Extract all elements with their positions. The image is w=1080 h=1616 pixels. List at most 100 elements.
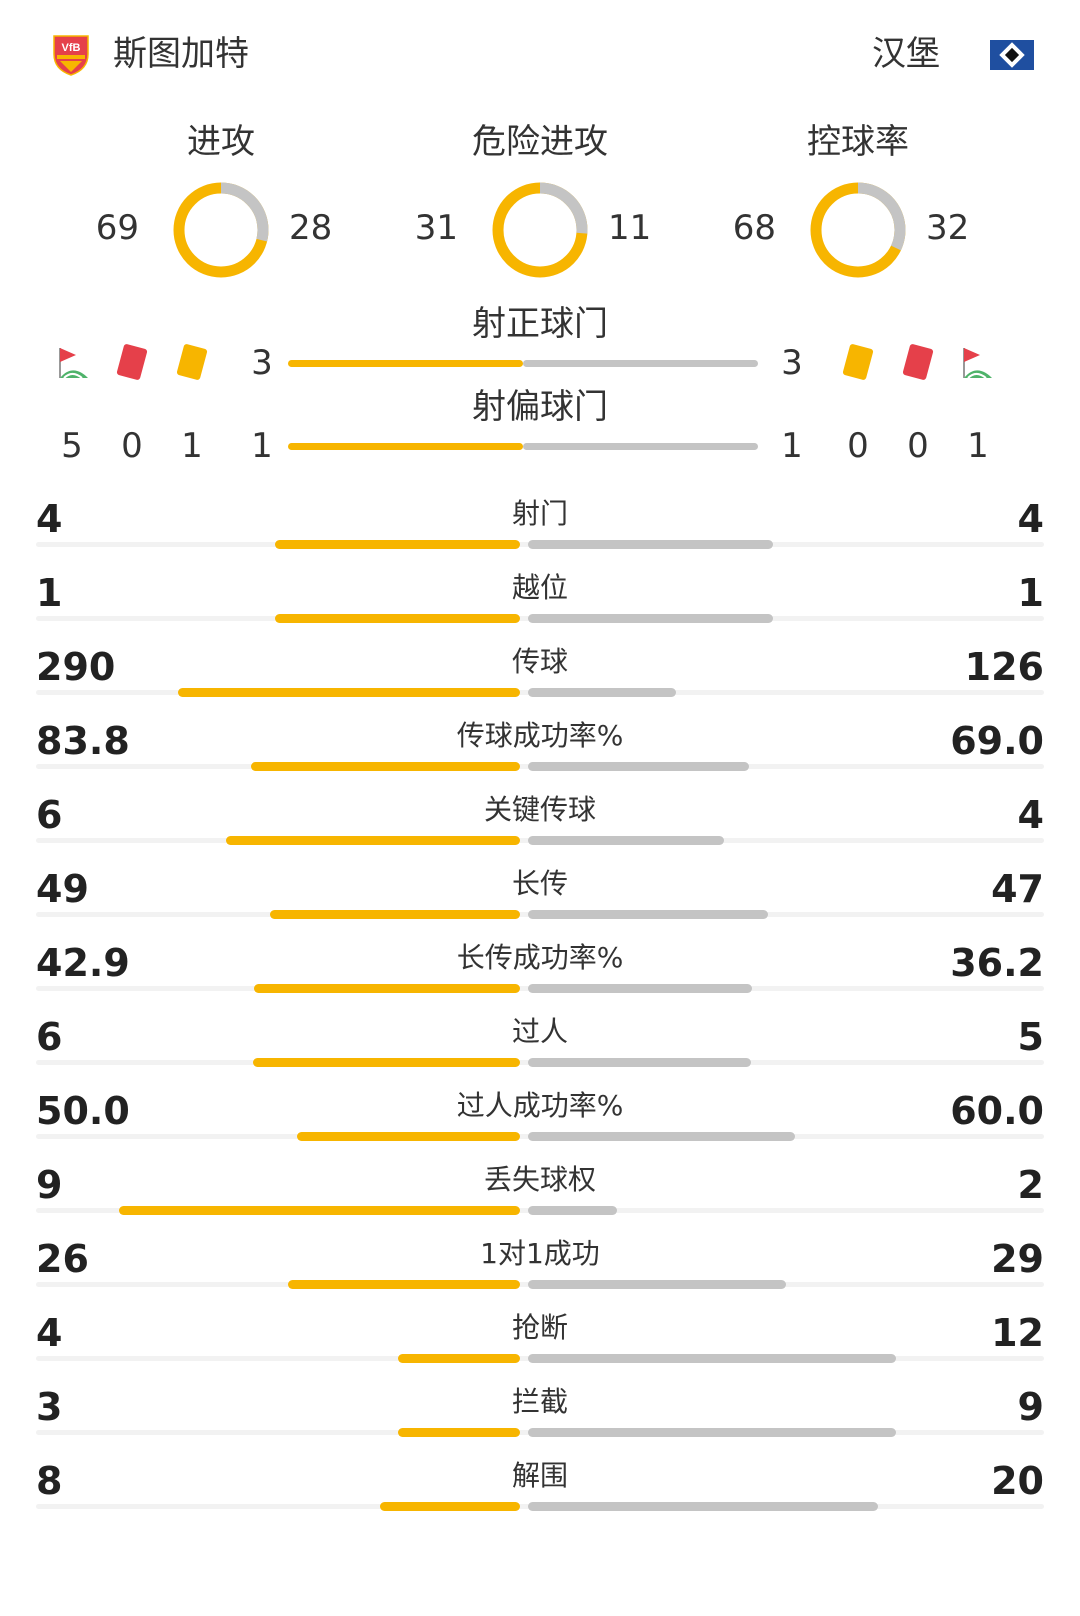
home-logo-text: VfB	[62, 42, 81, 54]
stat-away-bar	[528, 540, 773, 549]
stat-away-bar	[528, 762, 750, 771]
stat-home-value: 6	[36, 1015, 63, 1059]
stat-label: 越位	[511, 571, 568, 604]
shots-on_target-away-bar	[523, 360, 758, 367]
stat-away-value: 1	[1017, 571, 1044, 615]
stat-home-value: 26	[36, 1237, 89, 1281]
stat-label: 拦截	[511, 1385, 568, 1418]
stat-home-bar	[251, 762, 520, 771]
stat-away-bar	[528, 614, 773, 623]
donut-chart	[173, 182, 269, 278]
stat-home-bar	[397, 1354, 520, 1363]
stat-label: 抢断	[511, 1311, 568, 1344]
home-corners: 5	[61, 426, 83, 466]
away-corners: 1	[967, 426, 989, 466]
stat-label: 长传成功率%	[456, 941, 624, 974]
stat-away-bar	[528, 1206, 618, 1215]
stat-home-bar	[254, 984, 520, 993]
stat-label: 过人成功率%	[456, 1089, 624, 1122]
stat-away-value: 12	[991, 1311, 1044, 1355]
stat-home-bar	[288, 1280, 520, 1289]
stat-away-value: 29	[991, 1237, 1044, 1281]
donut-away-value: 28	[289, 208, 333, 248]
donut-title: 进攻	[187, 122, 255, 162]
stat-label: 长传	[511, 867, 568, 900]
stat-home-bar	[275, 540, 520, 549]
stat-home-value: 1	[36, 571, 63, 615]
home-red-cards: 0	[121, 426, 143, 466]
yellow-card-icon	[176, 344, 208, 380]
stat-home-value: 42.9	[36, 941, 130, 985]
stat-away-bar	[528, 1058, 751, 1067]
stat-label: 过人	[511, 1015, 568, 1048]
stat-away-bar	[528, 836, 724, 845]
donut-chart	[492, 182, 588, 278]
away-red-cards: 0	[907, 426, 929, 466]
stat-label: 传球	[511, 645, 568, 678]
stat-away-bar	[528, 688, 677, 697]
home-shots-on-target: 3	[251, 343, 273, 383]
stat-away-value: 126	[964, 645, 1044, 689]
shots-on-target-title: 射正球门	[472, 304, 608, 344]
stat-home-bar	[275, 614, 520, 623]
donut-away-arc	[810, 182, 906, 278]
away-shots-off-target: 1	[781, 426, 803, 466]
donut-home-value: 69	[95, 208, 139, 248]
stat-away-bar	[528, 984, 753, 993]
stat-home-bar	[226, 836, 520, 845]
shots-off-target-title: 射偏球门	[472, 387, 608, 427]
away-team-name[interactable]: 汉堡	[872, 34, 940, 74]
stat-label: 关键传球	[483, 793, 596, 826]
stat-home-value: 4	[36, 1311, 63, 1355]
stat-home-value: 49	[36, 867, 89, 911]
shots-off_target-away-bar	[523, 443, 758, 450]
donut-title: 危险进攻	[472, 122, 608, 162]
stat-home-bar	[269, 910, 520, 919]
red-card-icon	[116, 344, 148, 380]
stat-away-value: 69.0	[950, 719, 1044, 763]
away-team-logo	[990, 40, 1034, 70]
donut-home-value: 68	[732, 208, 776, 248]
red-card-icon	[902, 344, 934, 380]
stat-away-value: 60.0	[950, 1089, 1044, 1133]
stat-away-bar	[528, 1502, 878, 1511]
stat-label: 射门	[511, 497, 568, 530]
stat-home-bar	[119, 1206, 520, 1215]
stat-home-value: 83.8	[36, 719, 130, 763]
stat-home-bar	[252, 1058, 520, 1067]
yellow-card-icon	[842, 344, 874, 380]
stat-home-bar	[397, 1428, 520, 1437]
stat-label: 传球成功率%	[456, 719, 624, 752]
stat-label: 丢失球权	[483, 1163, 596, 1196]
stat-away-bar	[528, 1428, 896, 1437]
donut-away-arc	[492, 182, 588, 278]
stat-away-value: 4	[1017, 497, 1044, 541]
corner-flag-icon	[963, 348, 992, 379]
home-shots-off-target: 1	[251, 426, 273, 466]
donut-home-value: 31	[414, 208, 458, 248]
stat-home-value: 8	[36, 1459, 63, 1503]
home-team-logo: VfB	[53, 35, 89, 76]
stat-away-bar	[528, 1280, 787, 1289]
stat-away-value: 36.2	[950, 941, 1044, 985]
corner-flag-icon	[59, 348, 88, 379]
home-team-name[interactable]: 斯图加特	[113, 34, 249, 74]
stat-home-value: 9	[36, 1163, 63, 1207]
away-shots-on-target: 3	[781, 343, 803, 383]
shots-off_target-home-bar	[288, 443, 523, 450]
donut-away-arc	[173, 182, 269, 278]
stat-home-bar	[297, 1132, 520, 1141]
stat-away-value: 2	[1017, 1163, 1044, 1207]
stat-home-value: 3	[36, 1385, 63, 1429]
stat-home-value: 50.0	[36, 1089, 130, 1133]
stat-away-bar	[528, 1132, 796, 1141]
stat-home-value: 4	[36, 497, 63, 541]
stat-away-value: 5	[1017, 1015, 1044, 1059]
stat-label: 解围	[511, 1459, 568, 1492]
donut-away-value: 32	[926, 208, 970, 248]
shots-on_target-home-bar	[288, 360, 523, 367]
away-yellow-cards: 0	[847, 426, 869, 466]
stat-home-value: 6	[36, 793, 63, 837]
stat-away-value: 9	[1017, 1385, 1044, 1429]
donut-title: 控球率	[807, 122, 909, 162]
